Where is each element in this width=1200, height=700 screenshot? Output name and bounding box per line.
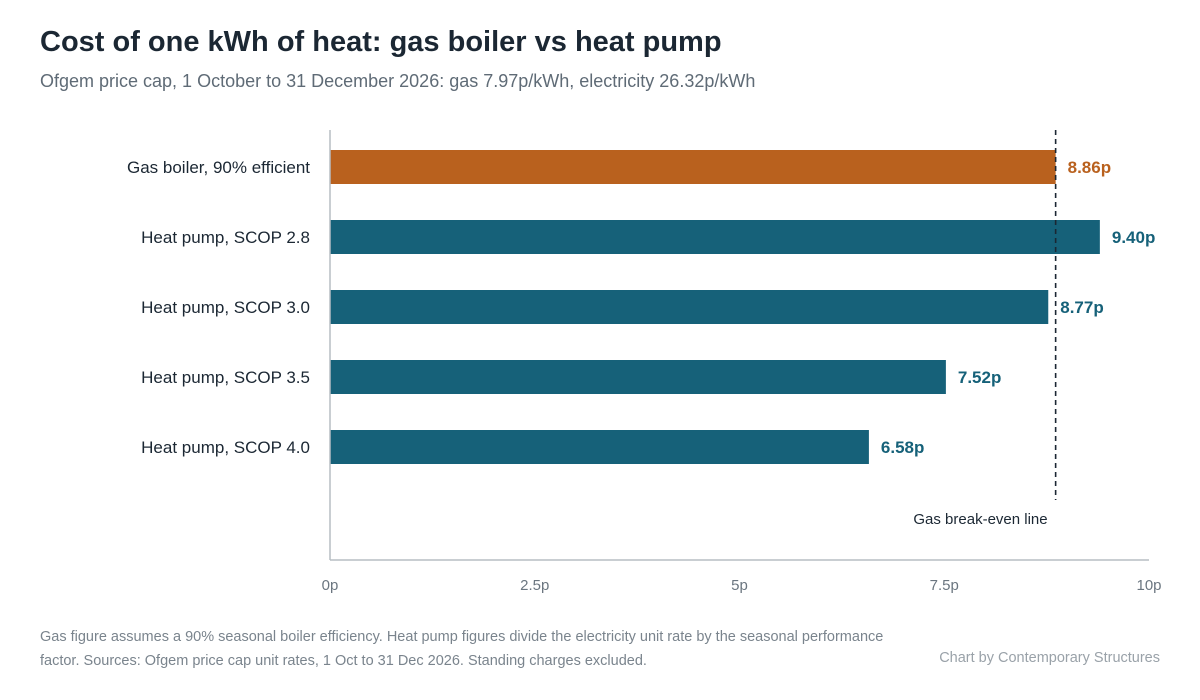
x-tick-label: 7.5p [930,577,959,594]
axes-group: 0p 2.5p 5p 7.5p 10p [322,130,1162,594]
chart-subtitle: Ofgem price cap, 1 October to 31 Decembe… [40,71,756,91]
value-label: 7.52p [958,368,1001,387]
value-label: 8.86p [1068,158,1111,177]
x-tick-label: 0p [322,577,339,594]
chart-credit: Chart by Contemporary Structures [939,650,1160,666]
value-label: 9.40p [1112,228,1155,247]
bar [330,360,946,394]
chart-footnote: Gas figure assumes a 90% seasonal boiler… [40,629,884,669]
bar [330,430,869,464]
category-label: Heat pump, SCOP 3.0 [141,298,310,317]
category-label: Heat pump, SCOP 4.0 [141,438,310,457]
category-label: Gas boiler, 90% efficient [127,158,310,177]
bar-chart: Gas boiler, 90% efficient 8.86p Heat pump,… [127,130,1162,594]
x-tick-label: 2.5p [520,577,549,594]
category-label: Heat pump, SCOP 2.8 [141,228,310,247]
value-label: 6.58p [881,438,924,457]
bar [330,220,1100,254]
x-tick-label: 10p [1136,577,1161,594]
break-even-label: Gas break-even line [913,511,1047,528]
bar [330,150,1056,184]
x-tick-label: 5p [731,577,748,594]
bars-group: Gas boiler, 90% efficient 8.86p Heat pump,… [127,150,1155,464]
value-label: 8.77p [1060,298,1103,317]
bar [330,290,1049,324]
reference-line-group: Gas break-even line [913,130,1057,528]
chart-title: Cost of one kWh of heat: gas boiler vs h… [40,26,722,58]
category-label: Heat pump, SCOP 3.5 [141,368,310,387]
